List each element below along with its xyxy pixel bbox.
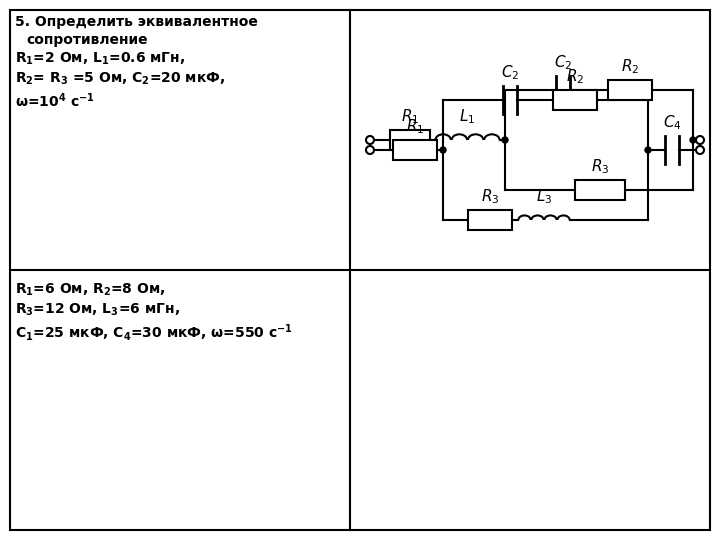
Text: $R_3$: $R_3$ bbox=[591, 157, 609, 176]
Text: 5. Определить эквивалентное: 5. Определить эквивалентное bbox=[15, 15, 258, 29]
Bar bbox=[553, 90, 597, 110]
Text: $R_3$: $R_3$ bbox=[481, 187, 499, 206]
Text: $L_3$: $L_3$ bbox=[536, 187, 552, 206]
Text: $\mathbf{\omega}$=10$\mathbf{^4}$ с$\mathbf{^{-1}}$: $\mathbf{\omega}$=10$\mathbf{^4}$ с$\mat… bbox=[15, 91, 95, 110]
Circle shape bbox=[440, 147, 446, 153]
Bar bbox=[468, 210, 512, 230]
Bar bbox=[575, 180, 625, 200]
Circle shape bbox=[502, 137, 508, 143]
Bar bbox=[390, 130, 430, 150]
Bar bbox=[393, 140, 437, 160]
Text: $C_2$: $C_2$ bbox=[554, 53, 572, 72]
Text: $L_1$: $L_1$ bbox=[459, 107, 475, 126]
Text: $R_2$: $R_2$ bbox=[621, 57, 639, 76]
Text: $C_4$: $C_4$ bbox=[662, 113, 681, 132]
Text: сопротивление: сопротивление bbox=[26, 33, 148, 47]
Text: $R_1$: $R_1$ bbox=[401, 107, 419, 126]
Text: $\mathbf{C_1}$=25 мкФ, $\mathbf{C_4}$=30 мкФ, $\mathbf{\omega}$=550 с$\mathbf{^{: $\mathbf{C_1}$=25 мкФ, $\mathbf{C_4}$=30… bbox=[15, 322, 293, 343]
Text: $\mathbf{R_2}$= $\mathbf{R_3}$ =5 Ом, $\mathbf{C_2}$=20 мкФ,: $\mathbf{R_2}$= $\mathbf{R_3}$ =5 Ом, $\… bbox=[15, 71, 225, 87]
Circle shape bbox=[645, 147, 651, 153]
Circle shape bbox=[690, 137, 696, 143]
Text: $\mathbf{R_1}$=2 Ом, $\mathbf{L_1}$=0.6 мГн,: $\mathbf{R_1}$=2 Ом, $\mathbf{L_1}$=0.6 … bbox=[15, 51, 185, 68]
Bar bbox=[608, 80, 652, 100]
Text: $C_2$: $C_2$ bbox=[501, 63, 519, 82]
Text: $R_1$: $R_1$ bbox=[406, 117, 424, 136]
Text: $\mathbf{R_3}$=12 Ом, $\mathbf{L_3}$=6 мГн,: $\mathbf{R_3}$=12 Ом, $\mathbf{L_3}$=6 м… bbox=[15, 302, 180, 319]
Text: $\mathbf{R_1}$=6 Ом, $\mathbf{R_2}$=8 Ом,: $\mathbf{R_1}$=6 Ом, $\mathbf{R_2}$=8 Ом… bbox=[15, 282, 166, 299]
Text: $R_2$: $R_2$ bbox=[566, 68, 584, 86]
